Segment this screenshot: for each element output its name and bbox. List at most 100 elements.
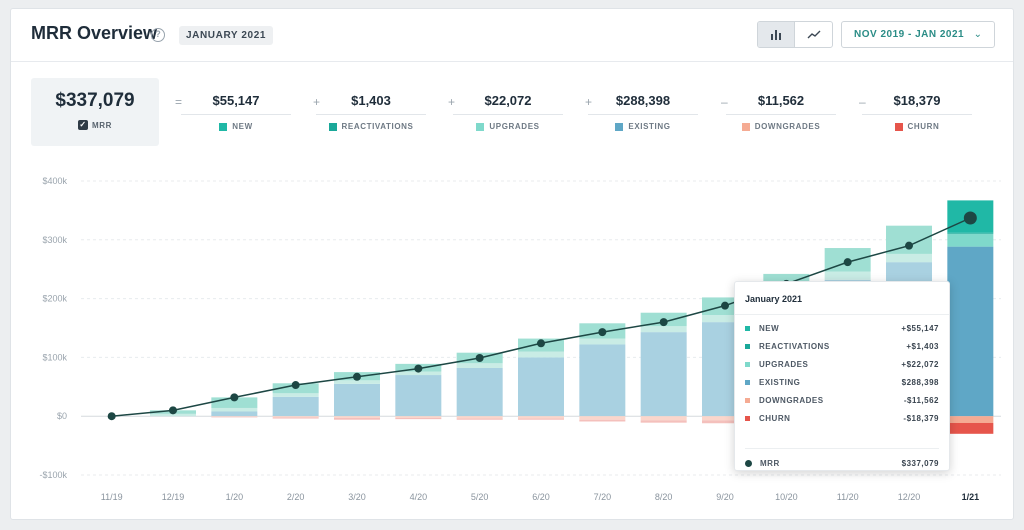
bar-churn [456, 418, 503, 420]
tooltip-row-value: -$18,379 [903, 413, 939, 423]
legend-swatch [745, 415, 750, 421]
x-tick-label: 1/20 [226, 492, 244, 502]
bar-churn [272, 417, 319, 419]
mrr-point [659, 318, 668, 327]
operator-sign: + [448, 95, 456, 109]
mrr-point [230, 393, 239, 402]
bar-upgrades [334, 380, 380, 384]
legend-swatch [894, 122, 903, 131]
bar-existing [456, 367, 503, 417]
bar-upgrades [886, 253, 932, 263]
x-tick-label: 3/20 [348, 492, 366, 502]
help-icon[interactable]: ? [151, 28, 165, 42]
bar-new [211, 397, 258, 408]
mrr-point [291, 381, 300, 390]
mrr-point [475, 353, 484, 362]
mrr-point [843, 258, 852, 267]
legend-swatch [745, 379, 750, 385]
x-tick-label: 12/19 [162, 492, 185, 502]
tooltip-row-upgrades: UPGRADES +$22,072 [745, 355, 939, 373]
bar-upgrades [211, 407, 258, 412]
metric-label-row: UPGRADES [453, 122, 563, 131]
legend-swatch [741, 122, 750, 131]
bar-churn [947, 422, 994, 434]
tooltip-row-reactivations: REACTIVATIONS +$1,403 [745, 337, 939, 355]
legend-swatch [745, 325, 750, 331]
metric-label-row: REACTIVATIONS [316, 122, 426, 131]
bar-downgrades [702, 416, 748, 421]
bar-upgrades [456, 363, 503, 368]
mrr-point [414, 364, 423, 373]
tooltip-title: January 2021 [735, 282, 949, 315]
tooltip-total: MRR $337,079 [745, 448, 939, 468]
tooltip-row-new: NEW +$55,147 [745, 319, 939, 337]
y-tick-label: $100k [42, 352, 67, 362]
bar-downgrades [211, 416, 258, 417]
metric-label: CHURN [907, 122, 940, 131]
x-tick-label: 6/20 [532, 492, 550, 502]
legend-swatch [745, 361, 750, 367]
bar-downgrades [272, 416, 319, 418]
y-tick-label: $0 [57, 411, 67, 421]
metric-upgrades[interactable]: $22,072 UPGRADES [453, 93, 563, 131]
metric-new[interactable]: $55,147 NEW [181, 93, 291, 131]
metric-reactivations[interactable]: $1,403 REACTIVATIONS [316, 93, 426, 131]
mrr-point [169, 406, 177, 415]
metric-value: $55,147 [181, 93, 291, 115]
bar-existing [579, 344, 626, 417]
tooltip-row-value: +$55,147 [901, 323, 939, 333]
bar-churn [579, 419, 626, 422]
checkbox-checked-icon[interactable]: ✓ [77, 120, 88, 130]
metric-label-row: DOWNGRADES [726, 122, 836, 131]
page-title: MRR Overview [31, 23, 158, 43]
legend-swatch [615, 122, 624, 131]
legend-swatch [328, 122, 337, 131]
operator-sign: + [313, 95, 321, 109]
chart-view-toggle [757, 21, 833, 48]
bar-churn [395, 417, 442, 420]
y-tick-label: $400k [42, 176, 67, 186]
x-tick-label: 1/21 [962, 492, 980, 502]
tooltip-total-value: $337,079 [901, 459, 939, 468]
bar-chart-view-button[interactable] [758, 22, 796, 47]
tooltip-row-label: CHURN [759, 413, 791, 423]
operator-sign: = [175, 95, 183, 109]
tooltip-row-downgrades: DOWNGRADES -$11,562 [745, 391, 939, 409]
bar-downgrades [334, 416, 380, 418]
mrr-total-value: $337,079 [55, 90, 135, 111]
month-badge: JANUARY 2021 [179, 26, 274, 45]
x-tick-label: 10/20 [775, 492, 798, 502]
mrr-point [537, 339, 545, 348]
line-chart-view-button[interactable] [795, 22, 832, 47]
bar-upgrades [272, 393, 319, 397]
bar-upgrades [579, 338, 626, 345]
mrr-overview-card: MRR Overview ? JANUARY 2021 NOV 2019 - J… [10, 8, 1014, 520]
mrr-point [598, 328, 607, 337]
bar-existing [272, 396, 319, 417]
bar-chart-icon [771, 30, 781, 40]
bar-churn [334, 417, 380, 420]
chart-tooltip: January 2021 NEW +$55,147 REACTIVATIONS +$1… [734, 281, 950, 471]
metric-value: $1,403 [316, 93, 426, 115]
bar-upgrades [518, 351, 564, 358]
mrr-point [107, 412, 116, 421]
mrr-toggle[interactable]: ✓ MRR [31, 120, 159, 130]
x-tick-label: 11/19 [101, 492, 123, 502]
bar-downgrades [947, 416, 994, 423]
x-tick-label: 2/20 [287, 492, 305, 502]
date-range-select[interactable]: NOV 2019 - JAN 2021 ⌄ [841, 21, 995, 48]
line-chart-icon [807, 30, 820, 38]
y-tick-label: -$100k [39, 470, 67, 480]
metric-downgrades[interactable]: $11,562 DOWNGRADES [726, 93, 836, 131]
tooltip-total-label: MRR [760, 459, 780, 468]
bar-existing [640, 332, 687, 417]
bar-downgrades [395, 416, 442, 418]
bar-churn [640, 420, 687, 423]
tooltip-row-label: REACTIVATIONS [759, 341, 830, 351]
metric-value: $18,379 [862, 93, 972, 115]
metric-existing[interactable]: $288,398 EXISTING [588, 93, 698, 131]
bar-upgrades [702, 315, 748, 323]
metric-churn[interactable]: $18,379 CHURN [862, 93, 972, 131]
tooltip-row-value: $288,398 [901, 377, 939, 387]
bar-upgrades [640, 326, 687, 333]
